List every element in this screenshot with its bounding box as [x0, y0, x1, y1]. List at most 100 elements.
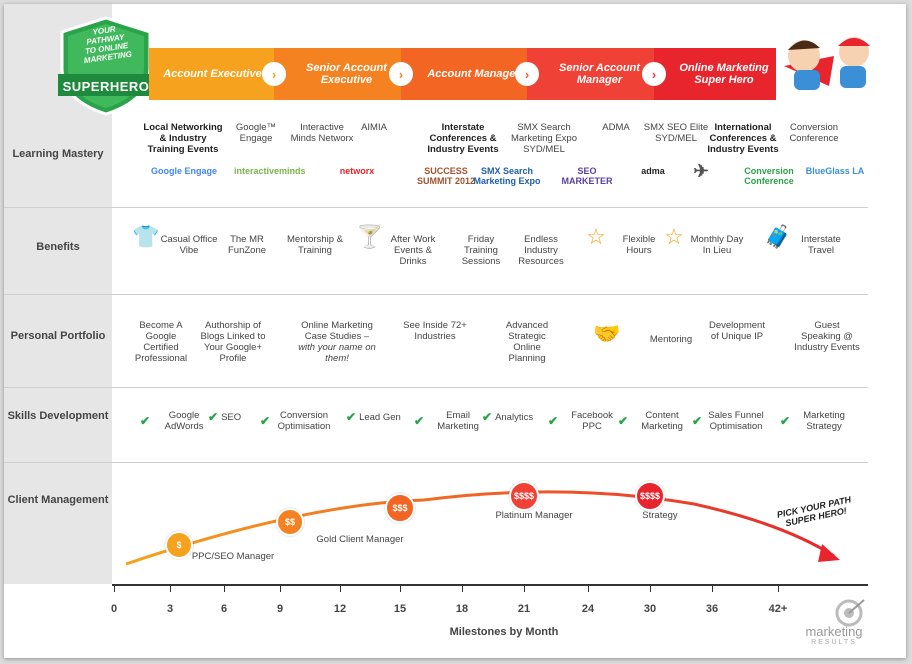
row-divider — [4, 207, 868, 208]
x-tick-mark — [400, 584, 401, 592]
checkmark-icon: ✔ — [260, 414, 271, 428]
benefit-label: Casual Office Vibe — [160, 234, 218, 256]
skill-item: ✔ Conversion Optimisation — [260, 410, 335, 432]
learning-item: Google™ Engage — [235, 122, 277, 144]
career-stage-ribbon: Account Executive Senior Account Executiv… — [149, 48, 776, 100]
learning-item: AIMIA — [361, 122, 387, 133]
learning-logo: interactiveminds — [234, 166, 306, 176]
checkmark-icon: ✔ — [414, 414, 425, 428]
benefit-label: The MR FunZone — [227, 234, 267, 256]
learning-item: Interactive Minds Networx — [290, 122, 354, 144]
x-tick-mark — [340, 584, 341, 592]
skill-label: Conversion Optimisation — [277, 410, 331, 432]
row-divider — [4, 387, 868, 388]
stage-3: Account Manager — [401, 48, 528, 100]
x-tick-label: 9 — [276, 603, 284, 615]
milestone-symbol: $$$$ — [509, 481, 539, 511]
milestone-symbol: $$$ — [385, 493, 415, 523]
skill-label: Lead Gen — [359, 411, 401, 423]
benefit-label: Flexible Hours — [622, 234, 656, 256]
learning-item: International Conferences & Industry Eve… — [707, 122, 779, 155]
learning-logo: SUCCESS SUMMIT 2012 — [416, 166, 476, 186]
superhero-mascot-icon — [784, 37, 870, 90]
x-tick-mark — [524, 584, 525, 592]
x-tick-label: 12 — [333, 603, 347, 615]
x-tick-label: 0 — [110, 603, 118, 615]
learning-logo: networx — [339, 166, 375, 176]
x-tick-mark — [712, 584, 713, 592]
portfolio-item: See Inside 72+ Industries — [403, 320, 467, 342]
checkmark-icon: ✔ — [548, 414, 559, 428]
arrow-head-icon — [818, 544, 840, 562]
learning-item: Local Networking & Industry Training Eve… — [143, 122, 223, 155]
learning-item: SMX SEO Elite SYD/MEL — [643, 122, 709, 144]
stage-4: Senior Account Manager — [527, 48, 654, 100]
skill-label: Email Marketing — [437, 410, 479, 432]
infographic: YOUR PATHWAY TO ONLINE MARKETING SUPERHE… — [4, 4, 906, 658]
x-tick-label: 18 — [455, 603, 469, 615]
checkmark-icon: ✔ — [346, 410, 357, 424]
portfolio-item: Guest Speaking @ Industry Events — [794, 320, 860, 353]
stage-2: Senior Account Executive — [274, 48, 401, 100]
superhero-badge — [58, 16, 154, 116]
x-tick-mark — [114, 584, 115, 592]
skill-label: Sales Funnel Optimisation — [708, 410, 764, 432]
skill-item: ✔ Sales Funnel Optimisation — [692, 410, 767, 432]
x-tick-mark — [650, 584, 651, 592]
portfolio-item: Online Marketing Case Studies – with your… — [294, 320, 380, 364]
checkmark-icon: ✔ — [482, 410, 493, 424]
learning-item: SMX Search Marketing Expo SYD/MEL — [510, 122, 577, 155]
x-axis-label: Milestones by Month — [449, 626, 559, 638]
row-divider — [4, 294, 868, 295]
chevron-right-icon: › — [642, 62, 666, 86]
row-label-learning: Learning Mastery — [12, 148, 104, 160]
benefit-label: Mentorship & Training — [287, 234, 343, 256]
x-tick-mark — [280, 584, 281, 592]
milestone-coin: $ — [164, 530, 194, 560]
portfolio-item: Become A Google Certified Professional — [134, 320, 188, 364]
learning-logo: adma — [641, 166, 665, 176]
milestone-symbol: $ — [165, 531, 193, 559]
checkmark-icon: ✔ — [140, 414, 151, 428]
checkmark-icon: ✔ — [692, 414, 703, 428]
skill-label: Content Marketing — [641, 410, 683, 432]
brand-name: marketing — [805, 624, 863, 639]
skill-item: ✔ Email Marketing — [414, 410, 489, 432]
portfolio-item: Development of Unique IP — [709, 320, 765, 342]
row-label-client: Client Management — [7, 494, 109, 506]
milestone-coin: $$ — [275, 507, 305, 537]
stage-5: Online Marketing Super Hero — [654, 48, 776, 100]
x-tick-label: 42+ — [768, 603, 788, 615]
skill-label: SEO — [221, 411, 242, 423]
skill-label: Facebook PPC — [571, 410, 613, 432]
airplane-icon: ✈ — [693, 161, 709, 181]
milestone-label: Gold Client Manager — [316, 534, 404, 545]
checkmark-icon: ✔ — [618, 414, 629, 428]
portfolio-item: Advanced Strategic Online Planning — [505, 320, 549, 364]
x-tick-label: 3 — [166, 603, 174, 615]
skill-label: Google AdWords — [164, 410, 204, 432]
x-tick-label: 30 — [643, 603, 657, 615]
row-divider — [4, 462, 868, 463]
chevron-right-icon: › — [262, 62, 286, 86]
skill-item: ✔ SEO — [208, 410, 241, 424]
x-tick-mark — [778, 584, 779, 592]
x-tick-mark — [462, 584, 463, 592]
milestone-coin: $$$ — [384, 492, 416, 524]
benefit-label: Friday Training Sessions — [461, 234, 501, 267]
learning-item: Interstate Conferences & Industry Events — [427, 122, 499, 155]
skill-item: ✔ Marketing Strategy — [780, 410, 855, 432]
skill-item: ✔ Lead Gen — [346, 410, 401, 424]
x-tick-label: 36 — [705, 603, 719, 615]
benefit-label: Interstate Travel — [801, 234, 841, 256]
milestone-symbol: $$ — [276, 508, 304, 536]
row-label-portfolio: Personal Portfolio — [10, 330, 106, 342]
milestone-coin: $$$$ — [634, 480, 666, 512]
checkmark-icon: ✔ — [780, 414, 791, 428]
milestone-label: PPC/SEO Manager — [191, 551, 275, 562]
skill-item: ✔ Analytics — [482, 410, 533, 424]
milestone-label: Strategy — [642, 510, 678, 521]
marketing-results-logo-icon — [835, 599, 865, 627]
x-tick-label: 15 — [393, 603, 407, 615]
x-tick-mark — [224, 584, 225, 592]
